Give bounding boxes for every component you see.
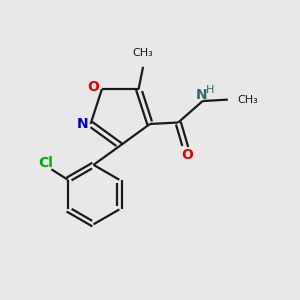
Text: CH₃: CH₃ bbox=[237, 94, 258, 105]
Text: O: O bbox=[181, 148, 193, 162]
Text: N: N bbox=[195, 88, 207, 102]
Text: Cl: Cl bbox=[38, 156, 53, 170]
Text: O: O bbox=[88, 80, 100, 94]
Text: CH₃: CH₃ bbox=[133, 49, 154, 58]
Text: N: N bbox=[76, 117, 88, 131]
Text: H: H bbox=[206, 85, 214, 95]
